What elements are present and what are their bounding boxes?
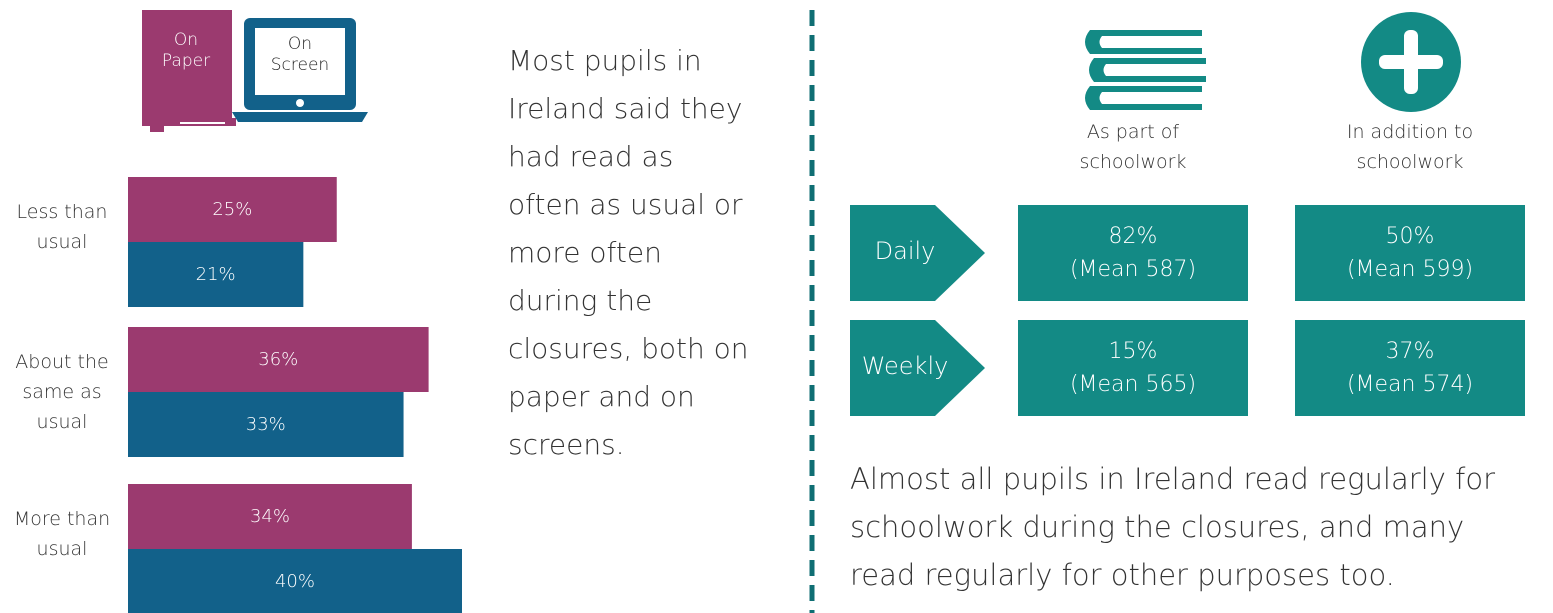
body-text: Ireland said they xyxy=(508,92,743,125)
bar-label: 25% xyxy=(212,199,253,220)
laptop-base xyxy=(232,112,368,122)
cell xyxy=(1295,205,1525,301)
body-text: during the xyxy=(508,284,653,317)
bar xyxy=(128,549,462,613)
bar-label: 34% xyxy=(249,506,290,527)
body-text: more often xyxy=(508,236,662,269)
category-label: About the same as usual xyxy=(15,351,109,433)
cell xyxy=(1295,320,1525,416)
category-label: Less than usual xyxy=(16,201,108,253)
body-text: schoolwork during the closures, and many xyxy=(850,510,1465,544)
bar-label: 21% xyxy=(195,264,236,285)
book-base xyxy=(142,118,236,132)
bar xyxy=(128,177,337,242)
cell-text: (Mean 574) xyxy=(1346,372,1474,397)
legend-label: On Paper xyxy=(161,30,211,71)
row-arrow xyxy=(850,320,985,416)
row-label: Daily xyxy=(874,237,936,265)
book-icon xyxy=(142,10,232,118)
bar-label: 40% xyxy=(274,571,315,592)
body-text: paper and on xyxy=(508,380,695,413)
cell-text: 50% xyxy=(1385,224,1435,249)
cell-text: (Mean 599) xyxy=(1346,257,1474,282)
plus-horizontal xyxy=(1379,55,1443,69)
body-text: Almost all pupils in Ireland read regula… xyxy=(850,462,1495,496)
body-text: screens. xyxy=(508,428,625,461)
row-label: Weekly xyxy=(861,352,949,380)
legend-label: On Screen xyxy=(270,34,330,75)
cell-text: 15% xyxy=(1108,339,1158,364)
body-text: Most pupils in xyxy=(508,44,702,77)
category-label: More than usual xyxy=(13,508,111,560)
body-text: often as usual or xyxy=(508,188,743,221)
body-text: read regularly for other purposes too. xyxy=(850,558,1395,592)
laptop-button xyxy=(296,99,304,107)
bar xyxy=(128,484,412,549)
row-arrow xyxy=(850,205,985,301)
bar-label: 33% xyxy=(245,414,286,435)
books-icon xyxy=(1085,30,1206,110)
body-text: had read as xyxy=(508,140,674,173)
body-text: closures, both on xyxy=(508,332,749,365)
column-header: As part of schoolwork xyxy=(1079,121,1187,173)
cell-text: 82% xyxy=(1108,224,1158,249)
laptop-screen xyxy=(255,28,345,95)
cell xyxy=(1018,320,1248,416)
bar xyxy=(128,392,404,457)
cell-text: 37% xyxy=(1385,339,1435,364)
cell xyxy=(1018,205,1248,301)
bar xyxy=(128,327,429,392)
cell-text: (Mean 565) xyxy=(1069,372,1197,397)
bar xyxy=(128,242,304,307)
column-header: In addition to schoolwork xyxy=(1346,121,1474,173)
cell-text: (Mean 587) xyxy=(1069,257,1197,282)
bar-label: 36% xyxy=(258,349,299,370)
